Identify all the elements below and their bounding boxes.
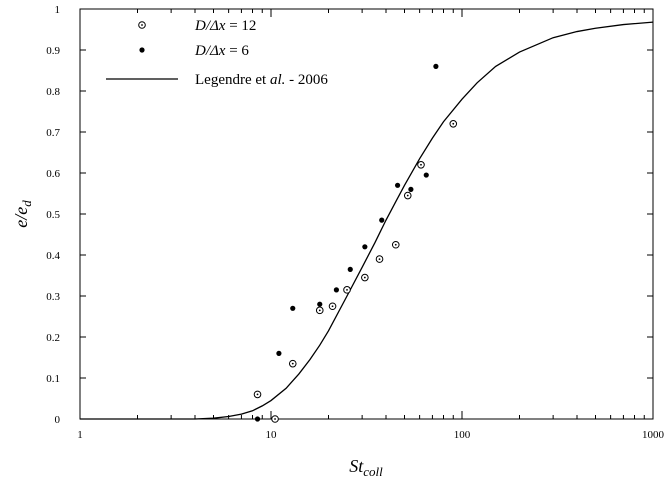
point-dx12-dot (346, 288, 348, 291)
series-legendre-line (80, 21, 654, 420)
point-dx12-dot (256, 393, 259, 396)
y-tick-labels: 0 0.1 0.2 0.3 0.4 0.5 0.6 0.7 0.8 0.9 1 (46, 4, 60, 426)
point-dx12 (328, 302, 337, 311)
x-axis-label-main: St (349, 456, 364, 476)
point-dx6 (333, 287, 340, 293)
point-dx12-dot (452, 122, 455, 125)
point-dx6 (290, 305, 296, 311)
point-dx12-dot (420, 163, 422, 166)
point-dx12 (375, 255, 384, 263)
series-legendre-line-group (80, 21, 654, 420)
point-dx12-dot (378, 258, 381, 260)
point-dx12 (417, 161, 425, 169)
point-dx12-dot (406, 194, 409, 197)
y-tick-label: 0 (55, 414, 61, 426)
point-dx12-dot (394, 243, 397, 246)
legend-label-legendre: Legendre et al. - 2006 (195, 72, 328, 88)
point-dx6 (423, 172, 429, 178)
series-dx12-points (253, 120, 458, 423)
y-tick-label: 0.8 (46, 86, 60, 98)
x-axis-label-sub: coll (363, 464, 383, 479)
point-dx12 (391, 240, 400, 249)
legend-label-dx6: D/Δx = 6 (194, 43, 249, 59)
y-tick-label: 0.3 (46, 291, 60, 303)
point-dx12-dot (291, 362, 294, 365)
point-dx12-dot (331, 305, 334, 308)
y-axis-label-sub: d (19, 200, 34, 207)
axis-ticks (79, 8, 654, 420)
point-dx6 (362, 244, 368, 250)
y-tick-label: 0.2 (46, 332, 60, 344)
legend-marker-dx12 (138, 21, 146, 29)
point-dx6 (379, 217, 385, 223)
point-dx12-dot (274, 418, 276, 420)
x-tick-labels: 1 10 100 1000 (77, 429, 664, 441)
point-dx12 (288, 359, 297, 368)
point-dx12 (253, 390, 262, 399)
point-dx6 (317, 301, 323, 307)
point-dx6 (433, 63, 439, 69)
y-axis-label: e/ed (11, 200, 34, 228)
plot-frame (79, 8, 654, 420)
point-dx12-dot (363, 276, 366, 279)
x-tick-label: 1 (77, 429, 83, 441)
y-tick-label: 0.1 (46, 373, 60, 385)
y-tick-label: 0.6 (46, 168, 60, 180)
y-tick-label: 0.5 (46, 209, 60, 221)
x-axis-label: Stcoll (349, 456, 383, 479)
point-dx12-dot (318, 309, 321, 312)
point-dx12 (343, 286, 351, 294)
series-dx6-points (254, 63, 439, 422)
point-dx12 (271, 415, 279, 423)
point-dx6 (276, 350, 282, 356)
legend-label-dx12: D/Δx = 12 (194, 18, 256, 34)
point-dx12 (403, 191, 412, 200)
point-dx12 (361, 273, 369, 282)
y-axis-label-main: e/e (11, 207, 31, 228)
point-dx12 (449, 120, 458, 128)
point-dx6 (254, 416, 261, 422)
legend-marker-dx6 (139, 47, 145, 53)
x-tick-label: 1000 (642, 429, 665, 441)
point-dx6 (408, 186, 414, 192)
x-tick-label: 100 (454, 429, 471, 441)
y-tick-label: 1 (55, 4, 61, 16)
point-dx6 (347, 266, 353, 272)
y-tick-label: 0.4 (46, 250, 60, 262)
legend: D/Δx = 12 D/Δx = 6 Legendre et al. - 200… (106, 18, 328, 88)
y-tick-label: 0.9 (46, 45, 60, 57)
point-dx6 (394, 182, 401, 188)
y-tick-label: 0.7 (46, 127, 60, 139)
x-tick-label: 10 (266, 429, 278, 441)
point-dx12 (315, 306, 324, 315)
